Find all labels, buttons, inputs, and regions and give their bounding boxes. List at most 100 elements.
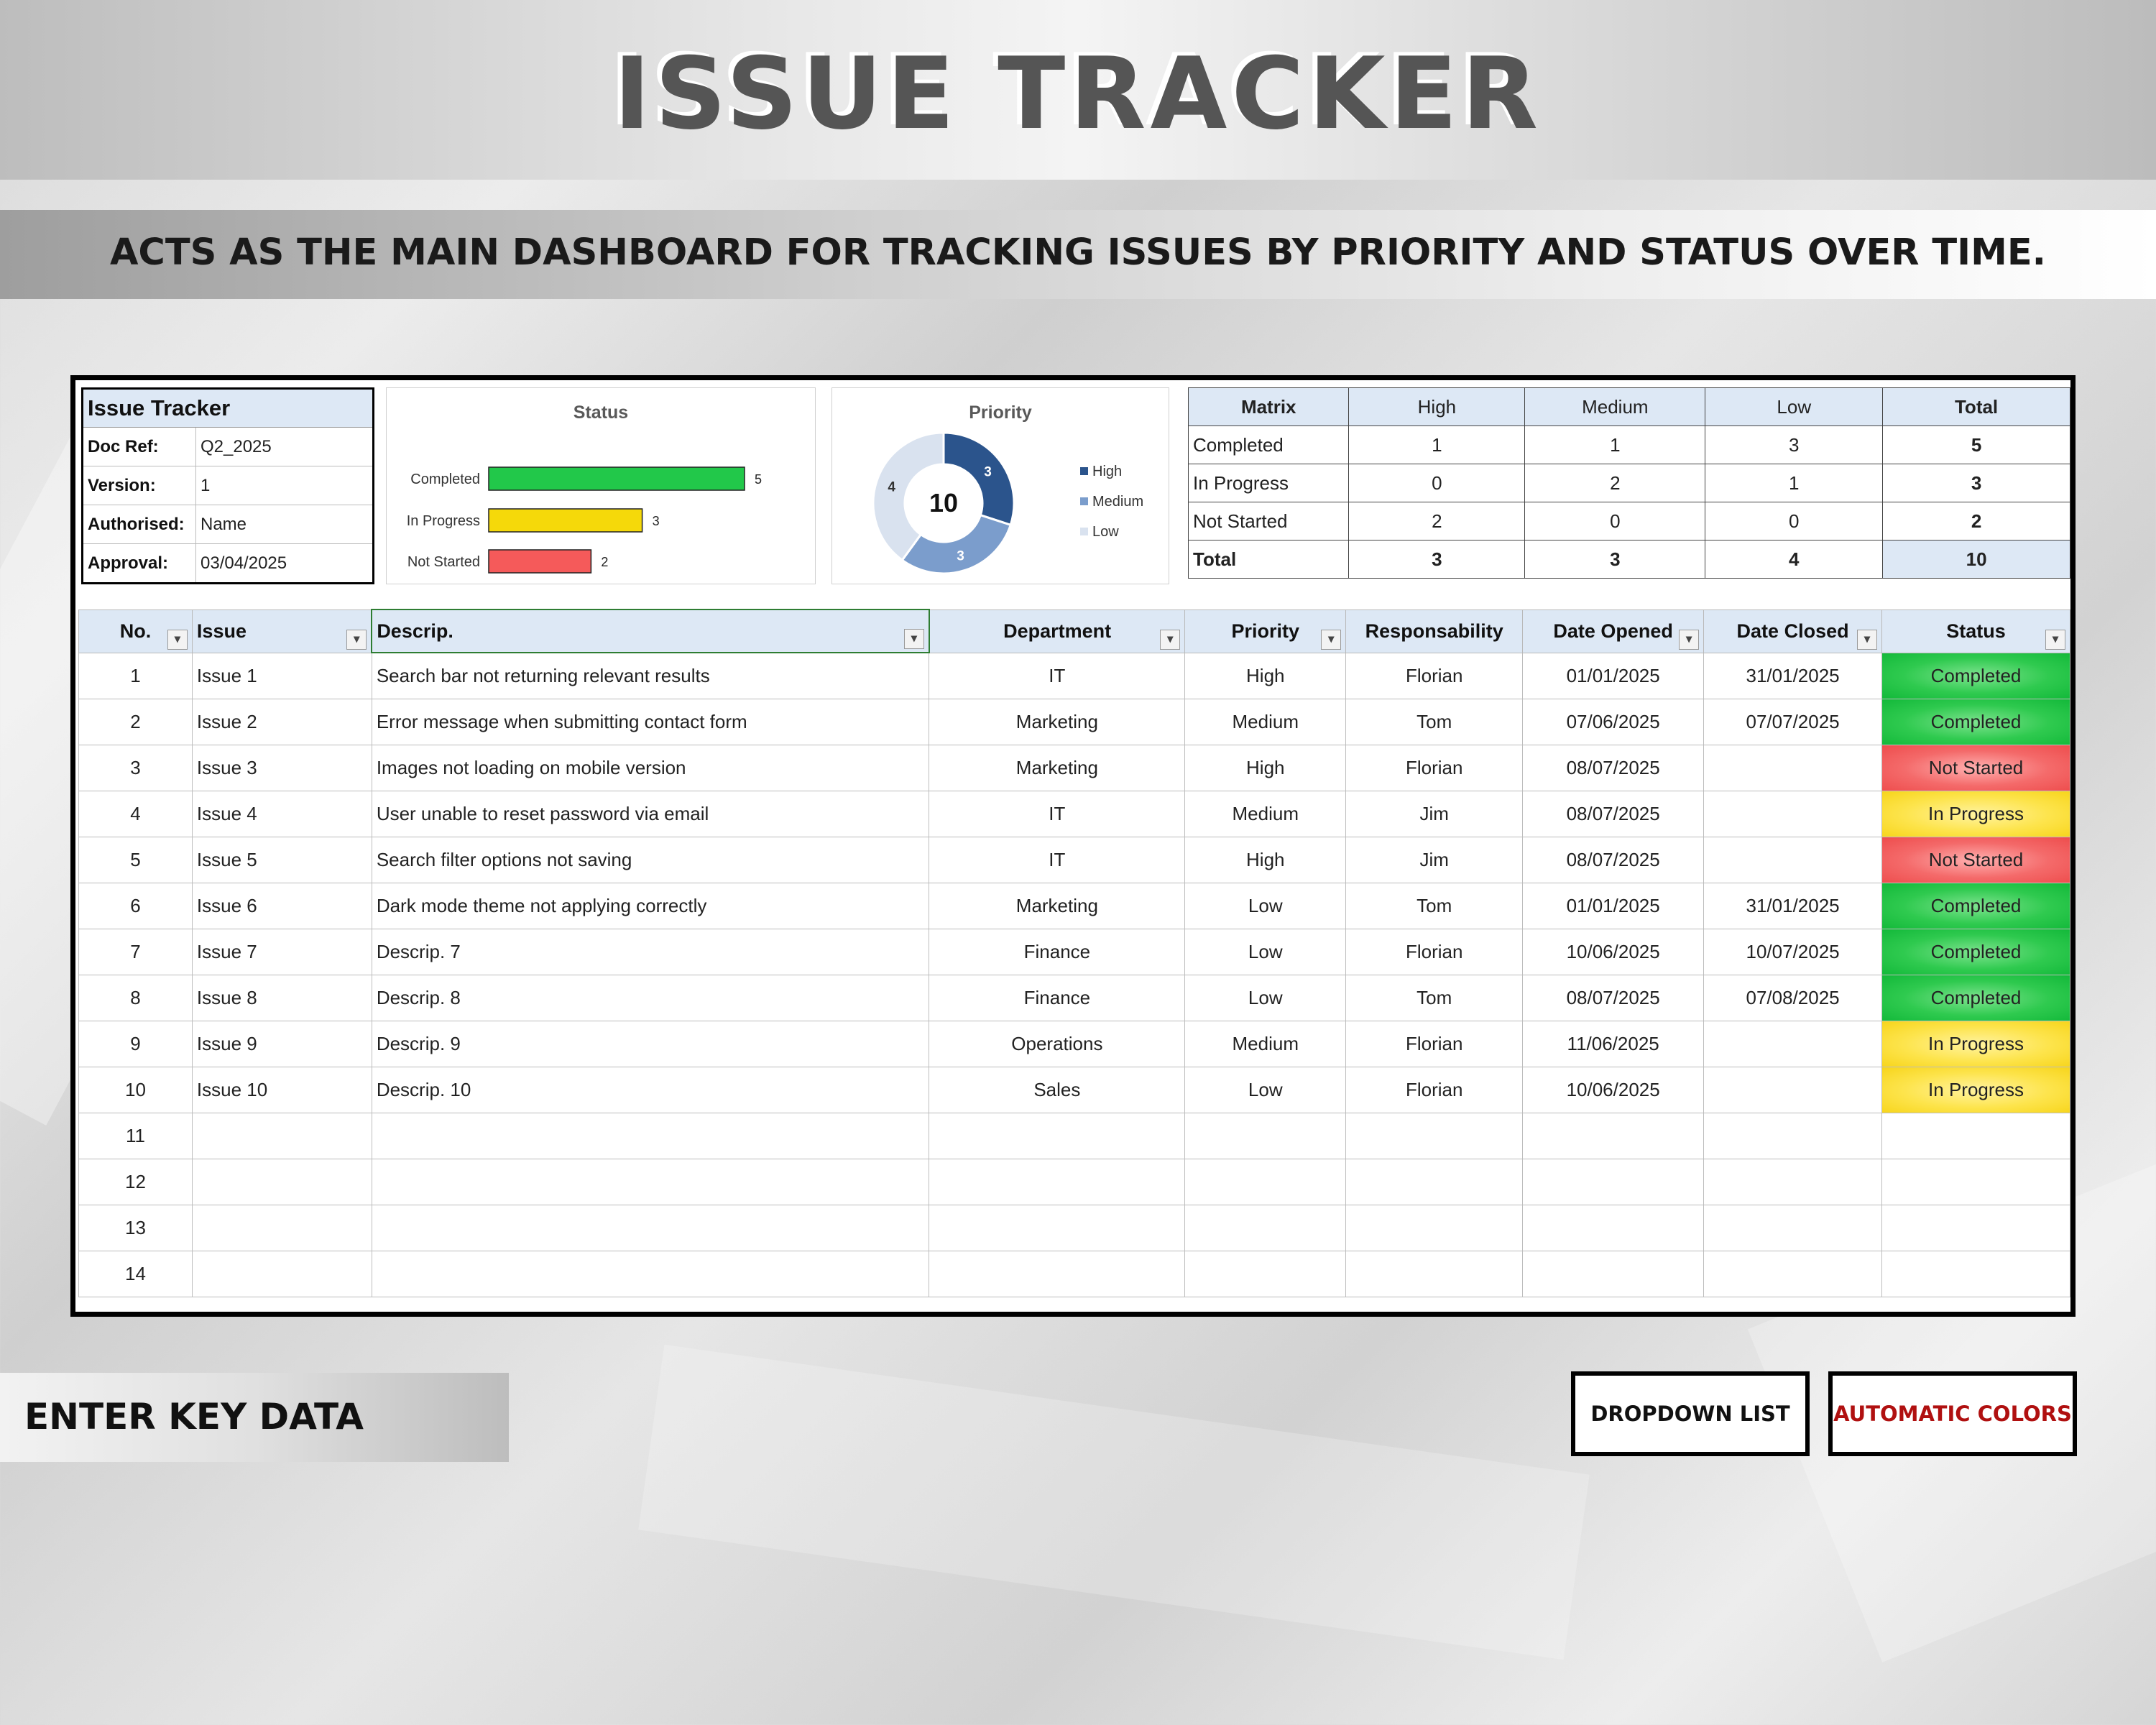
cell-description[interactable]: Descrip. 8 [371, 975, 930, 1021]
cell-date-closed[interactable]: 31/01/2025 [1703, 883, 1883, 929]
cell-date-closed[interactable]: 07/08/2025 [1703, 975, 1883, 1021]
cell-responsability[interactable]: Jim [1345, 791, 1524, 837]
cell-department[interactable] [929, 1205, 1186, 1251]
filter-dropdown-icon[interactable]: ▾ [1857, 629, 1878, 650]
cell-status[interactable] [1881, 1251, 2070, 1297]
filter-dropdown-icon[interactable]: ▾ [1321, 629, 1342, 650]
cell-issue[interactable]: Issue 8 [191, 975, 372, 1021]
cell-no[interactable]: 2 [78, 699, 193, 745]
filter-dropdown-icon[interactable]: ▾ [167, 629, 188, 650]
cell-description[interactable]: Search bar not returning relevant result… [371, 652, 930, 699]
cell-no[interactable]: 10 [78, 1067, 193, 1113]
cell-responsability[interactable]: Florian [1345, 1021, 1524, 1067]
cell-department[interactable]: IT [929, 791, 1186, 837]
cell-status[interactable]: Completed [1881, 883, 2070, 929]
cell-issue[interactable]: Issue 4 [191, 791, 372, 837]
cell-date-opened[interactable]: 11/06/2025 [1522, 1021, 1705, 1067]
cell-issue[interactable]: Issue 3 [191, 745, 372, 791]
cell-department[interactable]: IT [929, 837, 1186, 883]
cell-no[interactable]: 6 [78, 883, 193, 929]
cell-department[interactable]: IT [929, 652, 1186, 699]
cell-priority[interactable]: Low [1184, 883, 1347, 929]
cell-department[interactable] [929, 1113, 1186, 1159]
cell-date-closed[interactable]: 07/07/2025 [1703, 699, 1883, 745]
cell-date-opened[interactable]: 01/01/2025 [1522, 652, 1705, 699]
cell-responsability[interactable]: Florian [1345, 745, 1524, 791]
cell-date-closed[interactable] [1703, 1159, 1883, 1205]
cell-department[interactable]: Marketing [929, 699, 1186, 745]
cell-date-closed[interactable] [1703, 1067, 1883, 1113]
cell-no[interactable]: 3 [78, 745, 193, 791]
cell-no[interactable]: 11 [78, 1113, 193, 1159]
cell-description[interactable]: Search filter options not saving [371, 837, 930, 883]
cell-issue[interactable]: Issue 7 [191, 929, 372, 975]
cell-issue[interactable] [191, 1251, 372, 1297]
cell-issue[interactable]: Issue 6 [191, 883, 372, 929]
cell-date-closed[interactable] [1703, 1251, 1883, 1297]
cell-status[interactable]: Completed [1881, 652, 2070, 699]
cell-date-opened[interactable] [1522, 1113, 1705, 1159]
cell-department[interactable]: Marketing [929, 883, 1186, 929]
cell-responsability[interactable] [1345, 1159, 1524, 1205]
cell-status[interactable]: In Progress [1881, 1021, 2070, 1067]
cell-responsability[interactable]: Tom [1345, 883, 1524, 929]
cell-department[interactable]: Finance [929, 929, 1186, 975]
cell-description[interactable]: Dark mode theme not applying correctly [371, 883, 930, 929]
filter-dropdown-icon[interactable]: ▾ [1679, 629, 1700, 650]
cell-responsability[interactable]: Florian [1345, 1067, 1524, 1113]
cell-date-opened[interactable] [1522, 1159, 1705, 1205]
cell-issue[interactable] [191, 1159, 372, 1205]
cell-issue[interactable] [191, 1113, 372, 1159]
cell-description[interactable]: Images not loading on mobile version [371, 745, 930, 791]
cell-date-opened[interactable] [1522, 1251, 1705, 1297]
filter-dropdown-icon[interactable]: ▾ [1160, 629, 1181, 650]
cell-date-opened[interactable]: 08/07/2025 [1522, 791, 1705, 837]
cell-responsability[interactable] [1345, 1205, 1524, 1251]
cell-priority[interactable]: High [1184, 652, 1347, 699]
cell-issue[interactable]: Issue 2 [191, 699, 372, 745]
cell-date-closed[interactable] [1703, 1205, 1883, 1251]
cell-status[interactable] [1881, 1159, 2070, 1205]
cell-priority[interactable]: Low [1184, 929, 1347, 975]
cell-department[interactable]: Finance [929, 975, 1186, 1021]
cell-status[interactable]: In Progress [1881, 791, 2070, 837]
cell-department[interactable] [929, 1159, 1186, 1205]
cell-responsability[interactable]: Florian [1345, 652, 1524, 699]
cell-issue[interactable]: Issue 1 [191, 652, 372, 699]
cell-priority[interactable]: Medium [1184, 1021, 1347, 1067]
cell-description[interactable]: User unable to reset password via email [371, 791, 930, 837]
cell-date-opened[interactable]: 07/06/2025 [1522, 699, 1705, 745]
cell-no[interactable]: 7 [78, 929, 193, 975]
cell-priority[interactable] [1184, 1159, 1347, 1205]
cell-date-opened[interactable]: 10/06/2025 [1522, 1067, 1705, 1113]
cell-department[interactable]: Marketing [929, 745, 1186, 791]
cell-no[interactable]: 8 [78, 975, 193, 1021]
cell-priority[interactable]: High [1184, 745, 1347, 791]
cell-date-opened[interactable] [1522, 1205, 1705, 1251]
cell-responsability[interactable] [1345, 1251, 1524, 1297]
cell-description[interactable] [371, 1251, 930, 1297]
cell-date-closed[interactable] [1703, 1113, 1883, 1159]
cell-date-opened[interactable]: 08/07/2025 [1522, 837, 1705, 883]
cell-status[interactable]: In Progress [1881, 1067, 2070, 1113]
cell-description[interactable]: Descrip. 7 [371, 929, 930, 975]
cell-no[interactable]: 5 [78, 837, 193, 883]
filter-dropdown-icon[interactable]: ▾ [346, 629, 367, 650]
cell-date-closed[interactable]: 10/07/2025 [1703, 929, 1883, 975]
cell-status[interactable]: Completed [1881, 699, 2070, 745]
cell-description[interactable]: Descrip. 10 [371, 1067, 930, 1113]
cell-priority[interactable] [1184, 1113, 1347, 1159]
cell-date-closed[interactable] [1703, 837, 1883, 883]
cell-issue[interactable] [191, 1205, 372, 1251]
cell-priority[interactable]: Low [1184, 975, 1347, 1021]
cell-responsability[interactable] [1345, 1113, 1524, 1159]
cell-issue[interactable]: Issue 5 [191, 837, 372, 883]
cell-priority[interactable] [1184, 1205, 1347, 1251]
cell-responsability[interactable]: Jim [1345, 837, 1524, 883]
cell-priority[interactable]: Medium [1184, 699, 1347, 745]
cell-date-closed[interactable] [1703, 791, 1883, 837]
cell-priority[interactable]: Medium [1184, 791, 1347, 837]
cell-status[interactable] [1881, 1205, 2070, 1251]
cell-issue[interactable]: Issue 10 [191, 1067, 372, 1113]
cell-issue[interactable]: Issue 9 [191, 1021, 372, 1067]
